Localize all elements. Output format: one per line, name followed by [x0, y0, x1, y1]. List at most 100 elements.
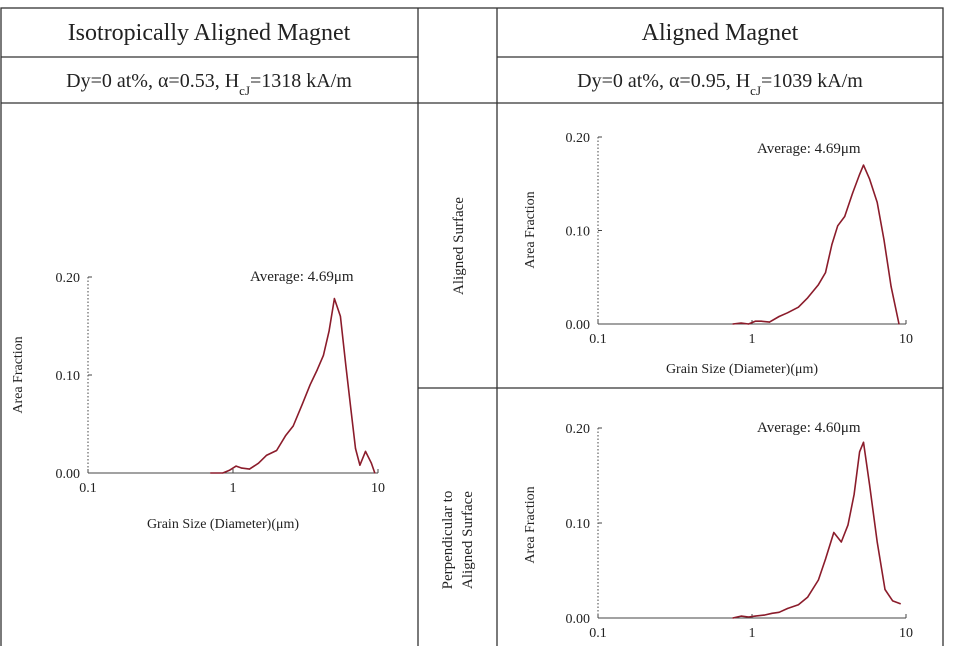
y-tick-label: 0.00	[566, 612, 591, 627]
x-tick-label: 0.1	[589, 626, 607, 641]
average-annotation: Average: 4.69μm	[757, 141, 861, 157]
data-point	[859, 173, 861, 175]
data-point	[778, 611, 780, 613]
y-tick-label: 0.00	[566, 318, 591, 333]
y-tick-label: 0.10	[56, 369, 81, 384]
data-point	[869, 178, 871, 180]
right-condition: Dy=0 at%, α=0.95, HcJ=1039 kA/m	[577, 70, 863, 98]
data-point	[364, 450, 367, 452]
data-point	[276, 449, 278, 452]
x-tick-label: 1	[749, 332, 756, 347]
x-tick-label: 0.1	[79, 481, 97, 496]
data-point	[840, 541, 842, 543]
data-point	[876, 201, 878, 203]
data-point	[771, 612, 773, 614]
data-point	[748, 323, 750, 325]
data-point	[807, 297, 809, 299]
data-point	[229, 469, 231, 471]
data-point	[345, 364, 347, 366]
left-condition-sub: cJ	[239, 83, 250, 98]
y-tick-label: 0.20	[566, 131, 591, 146]
data-point	[740, 615, 742, 617]
data-point	[333, 298, 335, 300]
data-point	[248, 468, 251, 470]
average-annotation: Average: 4.69μm	[250, 269, 354, 285]
right-header-title: Aligned Magnet	[642, 20, 799, 46]
data-point	[763, 614, 765, 616]
data-point	[778, 315, 780, 318]
data-point	[786, 607, 789, 610]
data-point	[754, 615, 756, 617]
data-point	[760, 320, 762, 322]
data-point	[852, 192, 854, 194]
data-point	[847, 524, 849, 526]
data-point	[817, 579, 820, 581]
x-tick-label: 10	[371, 481, 385, 496]
data-point	[748, 616, 750, 618]
data-point	[265, 454, 267, 456]
data-point	[241, 467, 243, 469]
left-condition-tail: =1318 kA/m	[250, 70, 352, 92]
data-point	[309, 384, 311, 386]
data-point	[339, 315, 341, 317]
grain-size-distribution-line	[732, 164, 900, 325]
y-tick-label: 0.20	[566, 422, 591, 437]
left-condition-main: Dy=0 at%, α=0.53, H	[66, 70, 239, 92]
data-point	[740, 322, 742, 324]
chart-perpendicular: 0.00 0.10 0.20 0.1 1 10 Area Fraction Average: …	[523, 420, 913, 641]
data-point	[732, 617, 734, 619]
y-axis-label: Area Fraction	[11, 336, 26, 413]
y-axis-label: Area Fraction	[523, 191, 538, 268]
x-tick-label: 10	[899, 332, 913, 347]
data-point	[899, 603, 902, 605]
data-point	[837, 225, 839, 227]
data-point	[797, 604, 800, 606]
data-point	[853, 493, 855, 496]
data-point	[890, 286, 892, 288]
left-header-title: Isotropically Aligned Magnet	[68, 20, 351, 46]
data-point	[892, 600, 894, 602]
row-label-perpendicular-line2: Aligned Surface	[460, 491, 476, 589]
left-condition: Dy=0 at%, α=0.53, HcJ=1318 kA/m	[66, 70, 352, 98]
x-tick-label: 1	[230, 481, 237, 496]
chart-isotropic: 0.00 0.10 0.20 0.1 1 10 Area Fraction Grain Siz…	[11, 269, 385, 532]
x-axis-label: Grain Size (Diameter)(μm)	[666, 362, 818, 377]
data-point	[831, 243, 833, 246]
data-point	[354, 447, 357, 450]
x-tick-label: 10	[899, 626, 913, 641]
data-point	[797, 306, 800, 308]
y-tick-label: 0.20	[56, 271, 81, 286]
data-point	[844, 215, 846, 218]
chart-aligned-surface: 0.00 0.10 0.20 0.1 1 10 Area Fraction Grain Siz…	[523, 131, 913, 377]
data-point	[301, 403, 303, 405]
data-point	[257, 462, 260, 464]
table-grid	[0, 7, 944, 646]
data-point	[235, 465, 237, 467]
data-point	[824, 558, 827, 560]
data-point	[898, 323, 900, 325]
grain-size-distribution-line	[732, 441, 901, 619]
data-point	[807, 596, 809, 598]
data-point	[862, 164, 865, 166]
grain-size-distribution-line	[210, 297, 376, 474]
y-tick-label: 0.10	[566, 225, 591, 240]
data-point	[350, 408, 352, 410]
average-annotation: Average: 4.60μm	[757, 420, 861, 436]
data-point	[754, 320, 756, 322]
data-point	[884, 588, 886, 591]
row-label-perpendicular-line1: Perpendicular to	[440, 491, 456, 590]
y-axis-label: Area Fraction	[523, 486, 538, 563]
data-point	[817, 284, 820, 286]
data-point	[824, 272, 827, 274]
y-tick-label: 0.10	[566, 517, 591, 532]
data-point	[833, 531, 835, 534]
data-point	[322, 354, 324, 356]
data-point	[768, 321, 771, 323]
x-tick-label: 0.1	[589, 332, 607, 347]
data-point	[786, 312, 789, 314]
data-point	[883, 239, 885, 241]
right-condition-sub: cJ	[750, 83, 761, 98]
data-point	[222, 472, 224, 474]
data-point	[370, 462, 372, 464]
